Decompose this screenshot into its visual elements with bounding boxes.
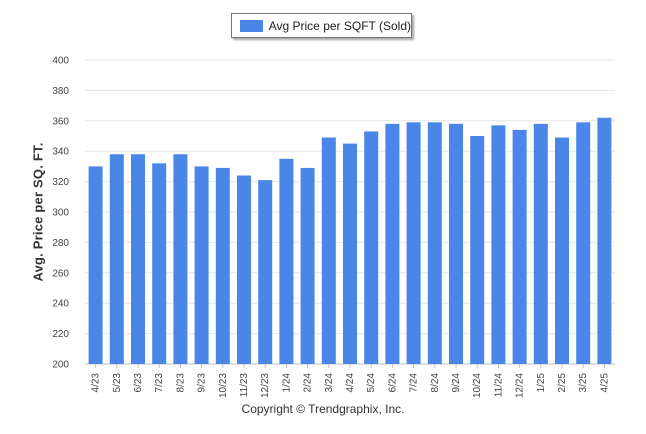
- x-tick-label: 1/24: [281, 373, 292, 393]
- bar: [215, 167, 230, 364]
- bar: [279, 158, 294, 364]
- bar: [88, 166, 103, 364]
- x-tick-label: 12/24: [515, 373, 526, 398]
- bars: [88, 117, 612, 364]
- legend-swatch: [240, 19, 263, 32]
- y-tick-label: 240: [52, 299, 69, 310]
- bar: [512, 129, 527, 364]
- bar: [533, 123, 548, 364]
- bar: [597, 117, 612, 364]
- x-tick-label: 6/24: [387, 373, 398, 393]
- x-tick-label: 5/24: [366, 373, 377, 393]
- y-tick-label: 400: [52, 56, 69, 67]
- bar: [173, 154, 188, 364]
- legend: Avg Price per SQFT (Sold): [231, 13, 412, 38]
- y-tick-label: 260: [52, 268, 69, 279]
- x-tick-label: 3/25: [578, 373, 589, 393]
- y-tick-labels: 200 220 240 260 280 300 320 340 360 380 400: [52, 56, 69, 371]
- y-tick-label: 360: [52, 116, 69, 127]
- x-tick-label: 4/24: [345, 373, 356, 393]
- bar: [258, 180, 273, 364]
- bar: [406, 122, 421, 364]
- bar: [576, 122, 591, 364]
- bar: [300, 167, 315, 364]
- y-tick-label: 320: [52, 177, 69, 188]
- x-tick-label: 4/25: [599, 373, 610, 393]
- bar: [364, 131, 379, 364]
- y-tick-label: 380: [52, 86, 69, 97]
- x-tick-label: 2/25: [557, 373, 568, 393]
- bar: [237, 175, 251, 364]
- x-tick-label: 8/24: [430, 373, 441, 393]
- y-tick-label: 220: [52, 329, 69, 340]
- x-tick-label: 4/23: [91, 373, 102, 393]
- x-tick-label: 11/24: [493, 373, 504, 398]
- x-tick-label: 8/23: [175, 373, 186, 393]
- bar: [491, 125, 506, 364]
- bar: [321, 137, 336, 364]
- y-tick-label: 300: [52, 208, 69, 219]
- x-tick-label: 9/24: [451, 373, 462, 393]
- axes: [85, 363, 615, 368]
- legend-label: Avg Price per SQFT (Sold): [268, 18, 411, 33]
- bar: [343, 143, 357, 364]
- x-tick-label: 2/24: [303, 373, 314, 393]
- copyright-text: Copyright © Trendgraphix, Inc.: [241, 402, 405, 416]
- bar: [131, 154, 145, 364]
- x-tick-label: 10/23: [218, 373, 229, 398]
- bar: [555, 137, 569, 364]
- bar: [152, 163, 167, 364]
- x-tick-label: 9/23: [197, 373, 208, 393]
- x-tick-label: 12/23: [260, 373, 271, 398]
- x-tick-label: 3/24: [324, 373, 335, 393]
- y-axis-title: Avg. Price per SQ. FT.: [30, 142, 46, 282]
- y-tick-label: 340: [52, 147, 69, 158]
- bar: [385, 123, 400, 364]
- x-tick-label: 6/23: [133, 373, 144, 393]
- bar: [109, 154, 124, 364]
- bar: [427, 122, 442, 364]
- bar: [194, 166, 209, 364]
- x-tick-labels: 4/23 5/23 6/23 7/23 8/23 9/23 10/23 11/23 12/23 1…: [91, 373, 611, 398]
- x-tick-label: 11/23: [239, 373, 250, 398]
- x-tick-label: 1/25: [536, 373, 547, 393]
- x-tick-label: 10/24: [472, 373, 483, 398]
- bar: [470, 136, 485, 364]
- x-tick-label: 5/23: [112, 373, 123, 393]
- y-tick-label: 200: [52, 360, 69, 371]
- y-tick-label: 280: [52, 238, 69, 249]
- x-tick-label: 7/23: [154, 373, 165, 393]
- x-tick-label: 7/24: [409, 373, 420, 393]
- bar: [449, 123, 463, 364]
